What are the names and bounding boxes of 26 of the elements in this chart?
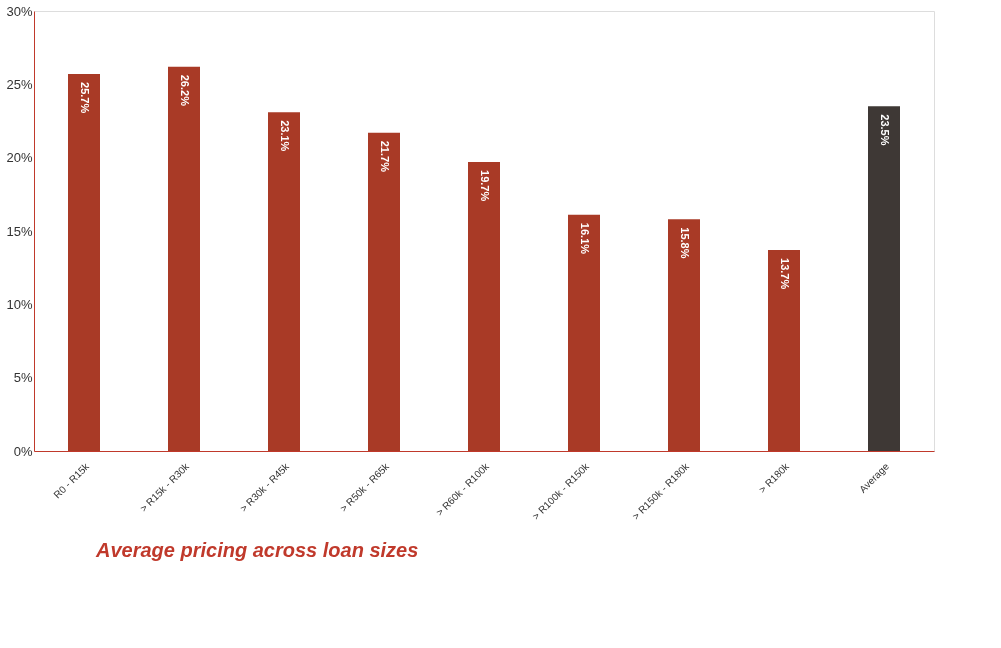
data-label: 25.7% [79,82,91,114]
data-label: 16.1% [579,222,591,255]
bar [168,66,200,451]
y-tick-label: 25% [6,76,33,92]
y-tick-label: 10% [6,296,33,312]
bar [68,74,100,451]
bar [868,106,900,451]
y-tick-label: 0% [13,443,33,459]
bar [468,162,500,451]
y-tick-label: 5% [13,370,33,386]
y-tick-label: 30% [6,3,33,19]
data-label: 23.1% [279,120,291,152]
y-tick-label: 15% [6,223,33,239]
bar [268,112,300,451]
text: Average pricing across loan sizes [94,539,419,562]
bar [568,214,600,451]
data-label: 23.5% [879,114,891,146]
data-label: 15.8% [679,227,691,259]
data-label: 26.2% [179,74,191,107]
y-tick-label: 20% [6,150,33,166]
data-label: 19.7% [479,170,491,202]
bar [768,250,800,451]
data-label: 13.7% [779,258,791,290]
bar [668,219,700,451]
bar [368,132,400,451]
data-label: 21.7% [379,140,391,173]
